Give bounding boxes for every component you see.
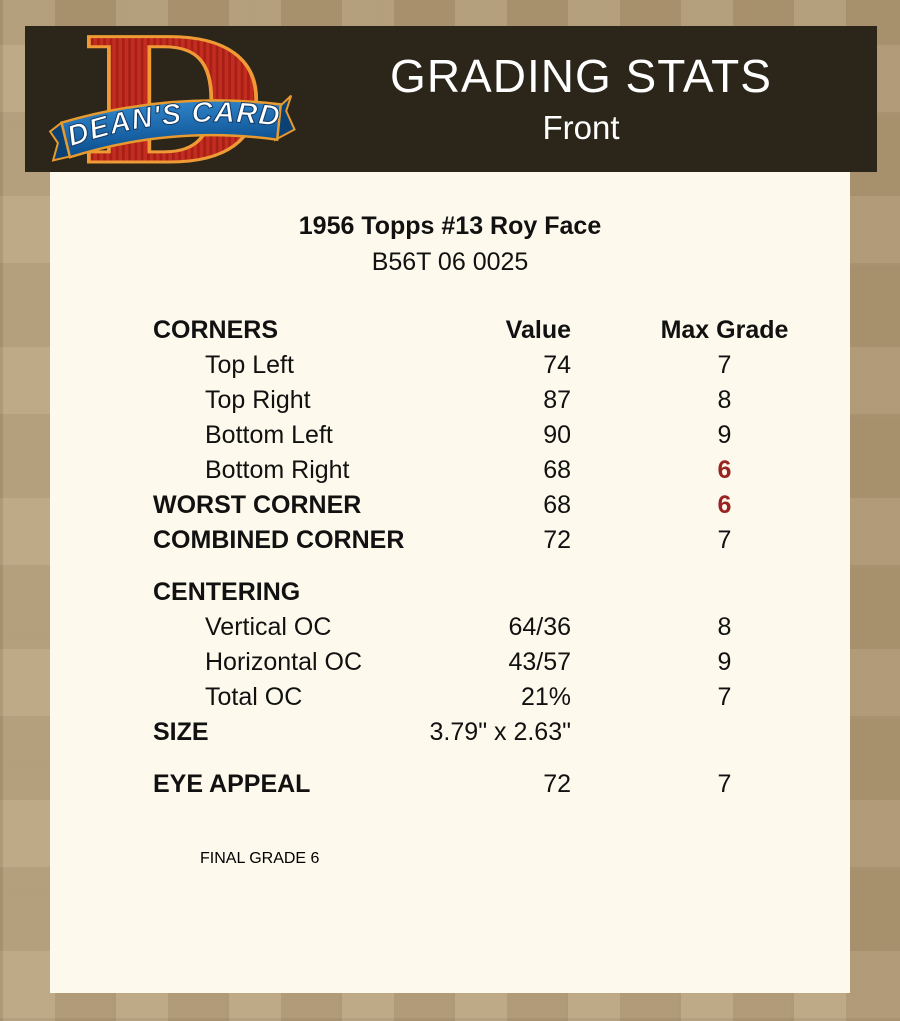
row-label: WORST CORNER — [153, 491, 362, 519]
row-value: 87 — [543, 386, 571, 414]
row-label: Horizontal OC — [205, 648, 362, 676]
row-max-grade: 7 — [717, 351, 732, 379]
table-row: SIZE 3.79" x 2.63" — [153, 715, 850, 750]
row-value: 90 — [543, 421, 571, 449]
table-row: CORNERS Value Max Grade — [153, 313, 850, 348]
table-row: Bottom Right 68 6 — [153, 453, 850, 488]
row-value: 68 — [543, 491, 571, 519]
row-max-grade: 7 — [717, 770, 732, 798]
row-label: Bottom Left — [205, 421, 333, 449]
grading-table: CORNERS Value Max Grade Top Left 74 7 To… — [50, 313, 850, 802]
row-label: Total OC — [205, 683, 303, 711]
row-label: Vertical OC — [205, 613, 332, 641]
table-row: Horizontal OC 43/57 9 — [153, 645, 850, 680]
row-label: Top Right — [205, 386, 311, 414]
row-value: 3.79" x 2.63" — [429, 718, 571, 746]
table-row: WORST CORNER 68 6 — [153, 488, 850, 523]
table-row: Bottom Left 90 9 — [153, 418, 850, 453]
row-label: COMBINED CORNER — [153, 526, 405, 554]
row-value: 72 — [543, 770, 571, 798]
stats-panel: 1956 Topps #13 Roy Face B56T 06 0025 COR… — [50, 172, 850, 993]
row-label: CORNERS — [153, 316, 279, 344]
row-max-grade: 9 — [717, 648, 732, 676]
row-max-grade: 6 — [717, 491, 732, 519]
row-max-grade: 7 — [717, 683, 732, 711]
row-label: CENTERING — [153, 578, 301, 606]
row-max-grade: 8 — [717, 613, 732, 641]
table-row: Total OC 21% 7 — [153, 680, 850, 715]
row-value: 72 — [543, 526, 571, 554]
table-row: Top Right 87 8 — [153, 383, 850, 418]
table-row: COMBINED CORNER 72 7 — [153, 523, 850, 558]
row-max-grade: 6 — [717, 456, 732, 484]
row-label: EYE APPEAL — [153, 770, 311, 798]
row-value: Value — [505, 316, 571, 344]
row-label: SIZE — [153, 718, 209, 746]
row-value: 64/36 — [508, 613, 571, 641]
deans-cards-logo: D DEAN'S CARDS — [47, 31, 296, 169]
row-label: Bottom Right — [205, 456, 350, 484]
row-value: 74 — [543, 351, 571, 379]
header-bar: D DEAN'S CARDS GRADING STATS Front — [25, 26, 877, 172]
table-row: CENTERING — [153, 575, 850, 610]
final-grade-label: FINAL GRADE — [200, 850, 307, 867]
table-row: EYE APPEAL 72 7 — [153, 767, 850, 802]
page-title: GRADING STATS — [390, 50, 772, 102]
row-value: 68 — [543, 456, 571, 484]
card-code: B56T 06 0025 — [371, 248, 529, 276]
row-max-grade: Max Grade — [660, 316, 789, 344]
page-subtitle: Front — [542, 109, 620, 146]
final-grade-button[interactable]: FINAL GRADE 6 — [200, 850, 700, 912]
row-max-grade: 8 — [717, 386, 732, 414]
table-row: Top Left 74 7 — [153, 348, 850, 383]
row-max-grade: 7 — [717, 526, 732, 554]
table-row: Vertical OC 64/36 8 — [153, 610, 850, 645]
row-value: 43/57 — [508, 648, 571, 676]
row-value: 21% — [520, 683, 571, 711]
row-label: Top Left — [205, 351, 294, 379]
card-title: 1956 Topps #13 Roy Face — [298, 212, 602, 240]
row-max-grade: 9 — [717, 421, 732, 449]
final-grade-value: 6 — [310, 850, 320, 867]
